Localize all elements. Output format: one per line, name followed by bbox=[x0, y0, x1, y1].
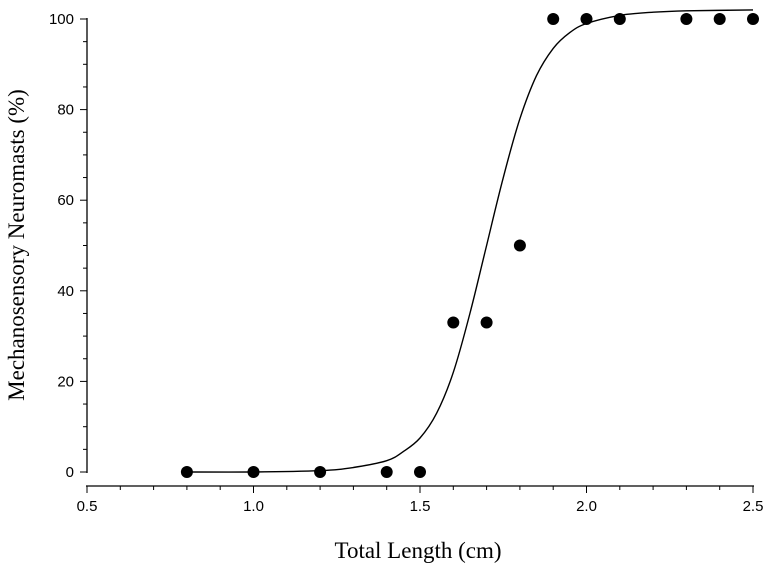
data-point bbox=[314, 466, 327, 478]
fit-curve bbox=[186, 9, 754, 473]
data-point bbox=[180, 466, 193, 478]
data-point bbox=[447, 316, 460, 329]
x-tick-label: 0.5 bbox=[77, 498, 98, 515]
x-ticks: 0.5 1.0 1.5 2.0 2.5 bbox=[77, 486, 764, 515]
data-point bbox=[247, 466, 260, 478]
x-tick-label: 2.5 bbox=[743, 498, 764, 515]
x-axis-title: Total Length (cm) bbox=[335, 538, 502, 563]
y-tick-label: 100 bbox=[49, 11, 74, 28]
data-point bbox=[580, 13, 593, 25]
y-tick-label: 40 bbox=[57, 283, 74, 300]
x-tick-label: 1.5 bbox=[410, 498, 431, 515]
data-points bbox=[180, 13, 759, 478]
x-tick-label: 1.0 bbox=[243, 498, 264, 515]
data-point bbox=[713, 13, 726, 25]
data-point bbox=[680, 13, 693, 25]
y-tick-label: 0 bbox=[66, 464, 74, 481]
data-point bbox=[547, 13, 560, 25]
y-tick-label: 60 bbox=[57, 192, 74, 209]
y-ticks: 0 20 40 60 80 100 bbox=[49, 11, 87, 481]
data-point bbox=[480, 316, 493, 329]
data-point bbox=[414, 466, 426, 478]
y-tick-label: 80 bbox=[57, 102, 74, 119]
y-tick-label: 20 bbox=[57, 373, 74, 390]
data-point bbox=[613, 13, 626, 25]
y-axis-title: Mechanosensory Neuromasts (%) bbox=[4, 89, 29, 401]
axes bbox=[86, 18, 754, 487]
data-point bbox=[747, 13, 759, 25]
data-point bbox=[380, 466, 393, 478]
x-tick-label: 2.0 bbox=[576, 498, 597, 515]
data-point bbox=[513, 239, 526, 252]
